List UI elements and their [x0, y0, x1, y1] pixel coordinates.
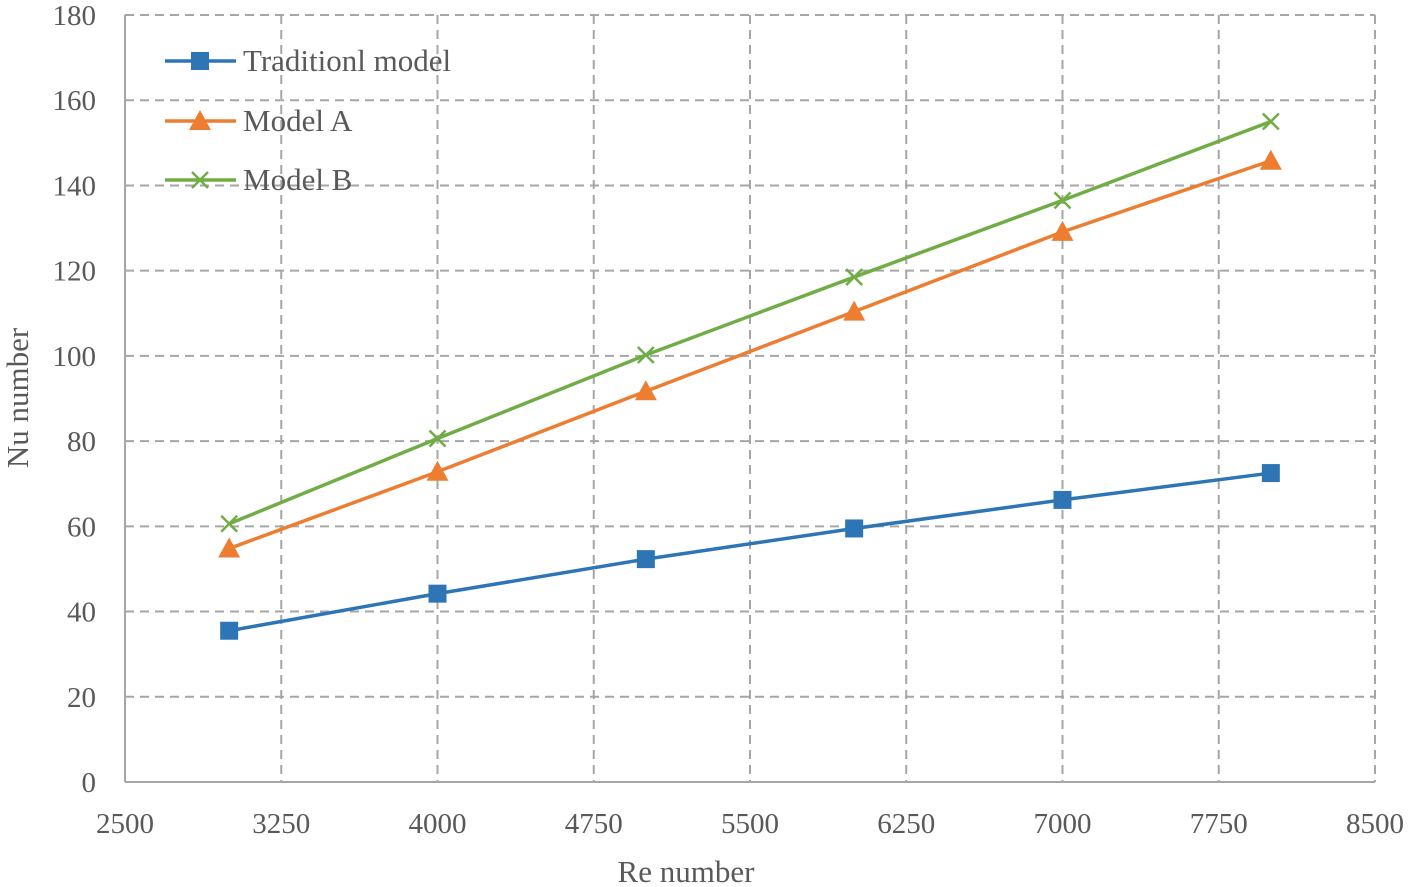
data-point: [1053, 191, 1072, 210]
data-point: [1259, 149, 1282, 170]
legend-marker: [191, 171, 209, 189]
data-point: [428, 584, 447, 603]
legend-item: Model A: [165, 103, 353, 138]
y-tick-label: 20: [67, 682, 96, 714]
y-axis-title: Nu number: [0, 327, 35, 468]
y-tick-label: 180: [53, 0, 97, 32]
y-tick-label: 0: [82, 767, 97, 799]
data-point: [634, 380, 657, 401]
series-0: [220, 464, 1280, 640]
x-axis-title: Re number: [618, 854, 756, 887]
legend-item: Model B: [165, 162, 352, 197]
data-point: [1051, 220, 1074, 241]
x-tick-label: 7750: [1190, 808, 1248, 840]
y-tick-label: 140: [53, 170, 97, 202]
legend-label: Model B: [243, 162, 352, 197]
data-point: [845, 519, 864, 538]
data-point: [845, 268, 864, 286]
grid-lines: [125, 14, 1376, 782]
data-point: [1261, 464, 1280, 483]
legend-marker: [191, 52, 209, 70]
series-line: [228, 471, 1272, 633]
series-line: [228, 159, 1272, 551]
y-tick-label: 60: [67, 511, 96, 543]
y-tick-label: 160: [53, 85, 97, 117]
axes: 2500 3250 4000 4750 5500 6250 7000 7750 8500 0 20 4…: [53, 0, 1405, 840]
data-point: [428, 429, 447, 448]
x-tick-label: 6250: [877, 808, 935, 840]
legend-label: Model A: [243, 103, 353, 138]
y-tick-label: 100: [53, 341, 97, 373]
legend-item: Traditionl model: [165, 43, 451, 78]
x-tick-label: 4000: [409, 808, 467, 840]
data-point: [636, 550, 655, 569]
data-point: [426, 460, 449, 481]
x-tick-label: 2500: [96, 808, 154, 840]
x-tick-label: 3250: [252, 808, 310, 840]
series-1: [218, 149, 1282, 558]
data-point: [636, 346, 655, 364]
data-point: [843, 300, 866, 321]
data-point: [1261, 112, 1280, 131]
legend-marker: [189, 110, 211, 130]
y-tick-label: 120: [53, 256, 97, 288]
legend-label: Traditionl model: [243, 43, 451, 78]
data-point: [218, 537, 241, 558]
data-point: [1053, 490, 1072, 509]
series-line: [228, 119, 1272, 526]
y-tick-label: 40: [67, 597, 96, 629]
x-tick-label: 8500: [1346, 808, 1404, 840]
x-tick-label: 5500: [721, 808, 779, 840]
legend: Traditionl model Model A Model B: [165, 43, 451, 197]
x-tick-label: 7000: [1034, 808, 1092, 840]
x-tick-label: 4750: [565, 808, 623, 840]
data-point: [220, 514, 239, 533]
series-group: [218, 112, 1282, 640]
series-2: [220, 112, 1280, 533]
y-tick-label: 80: [67, 426, 96, 458]
data-point: [220, 621, 239, 640]
